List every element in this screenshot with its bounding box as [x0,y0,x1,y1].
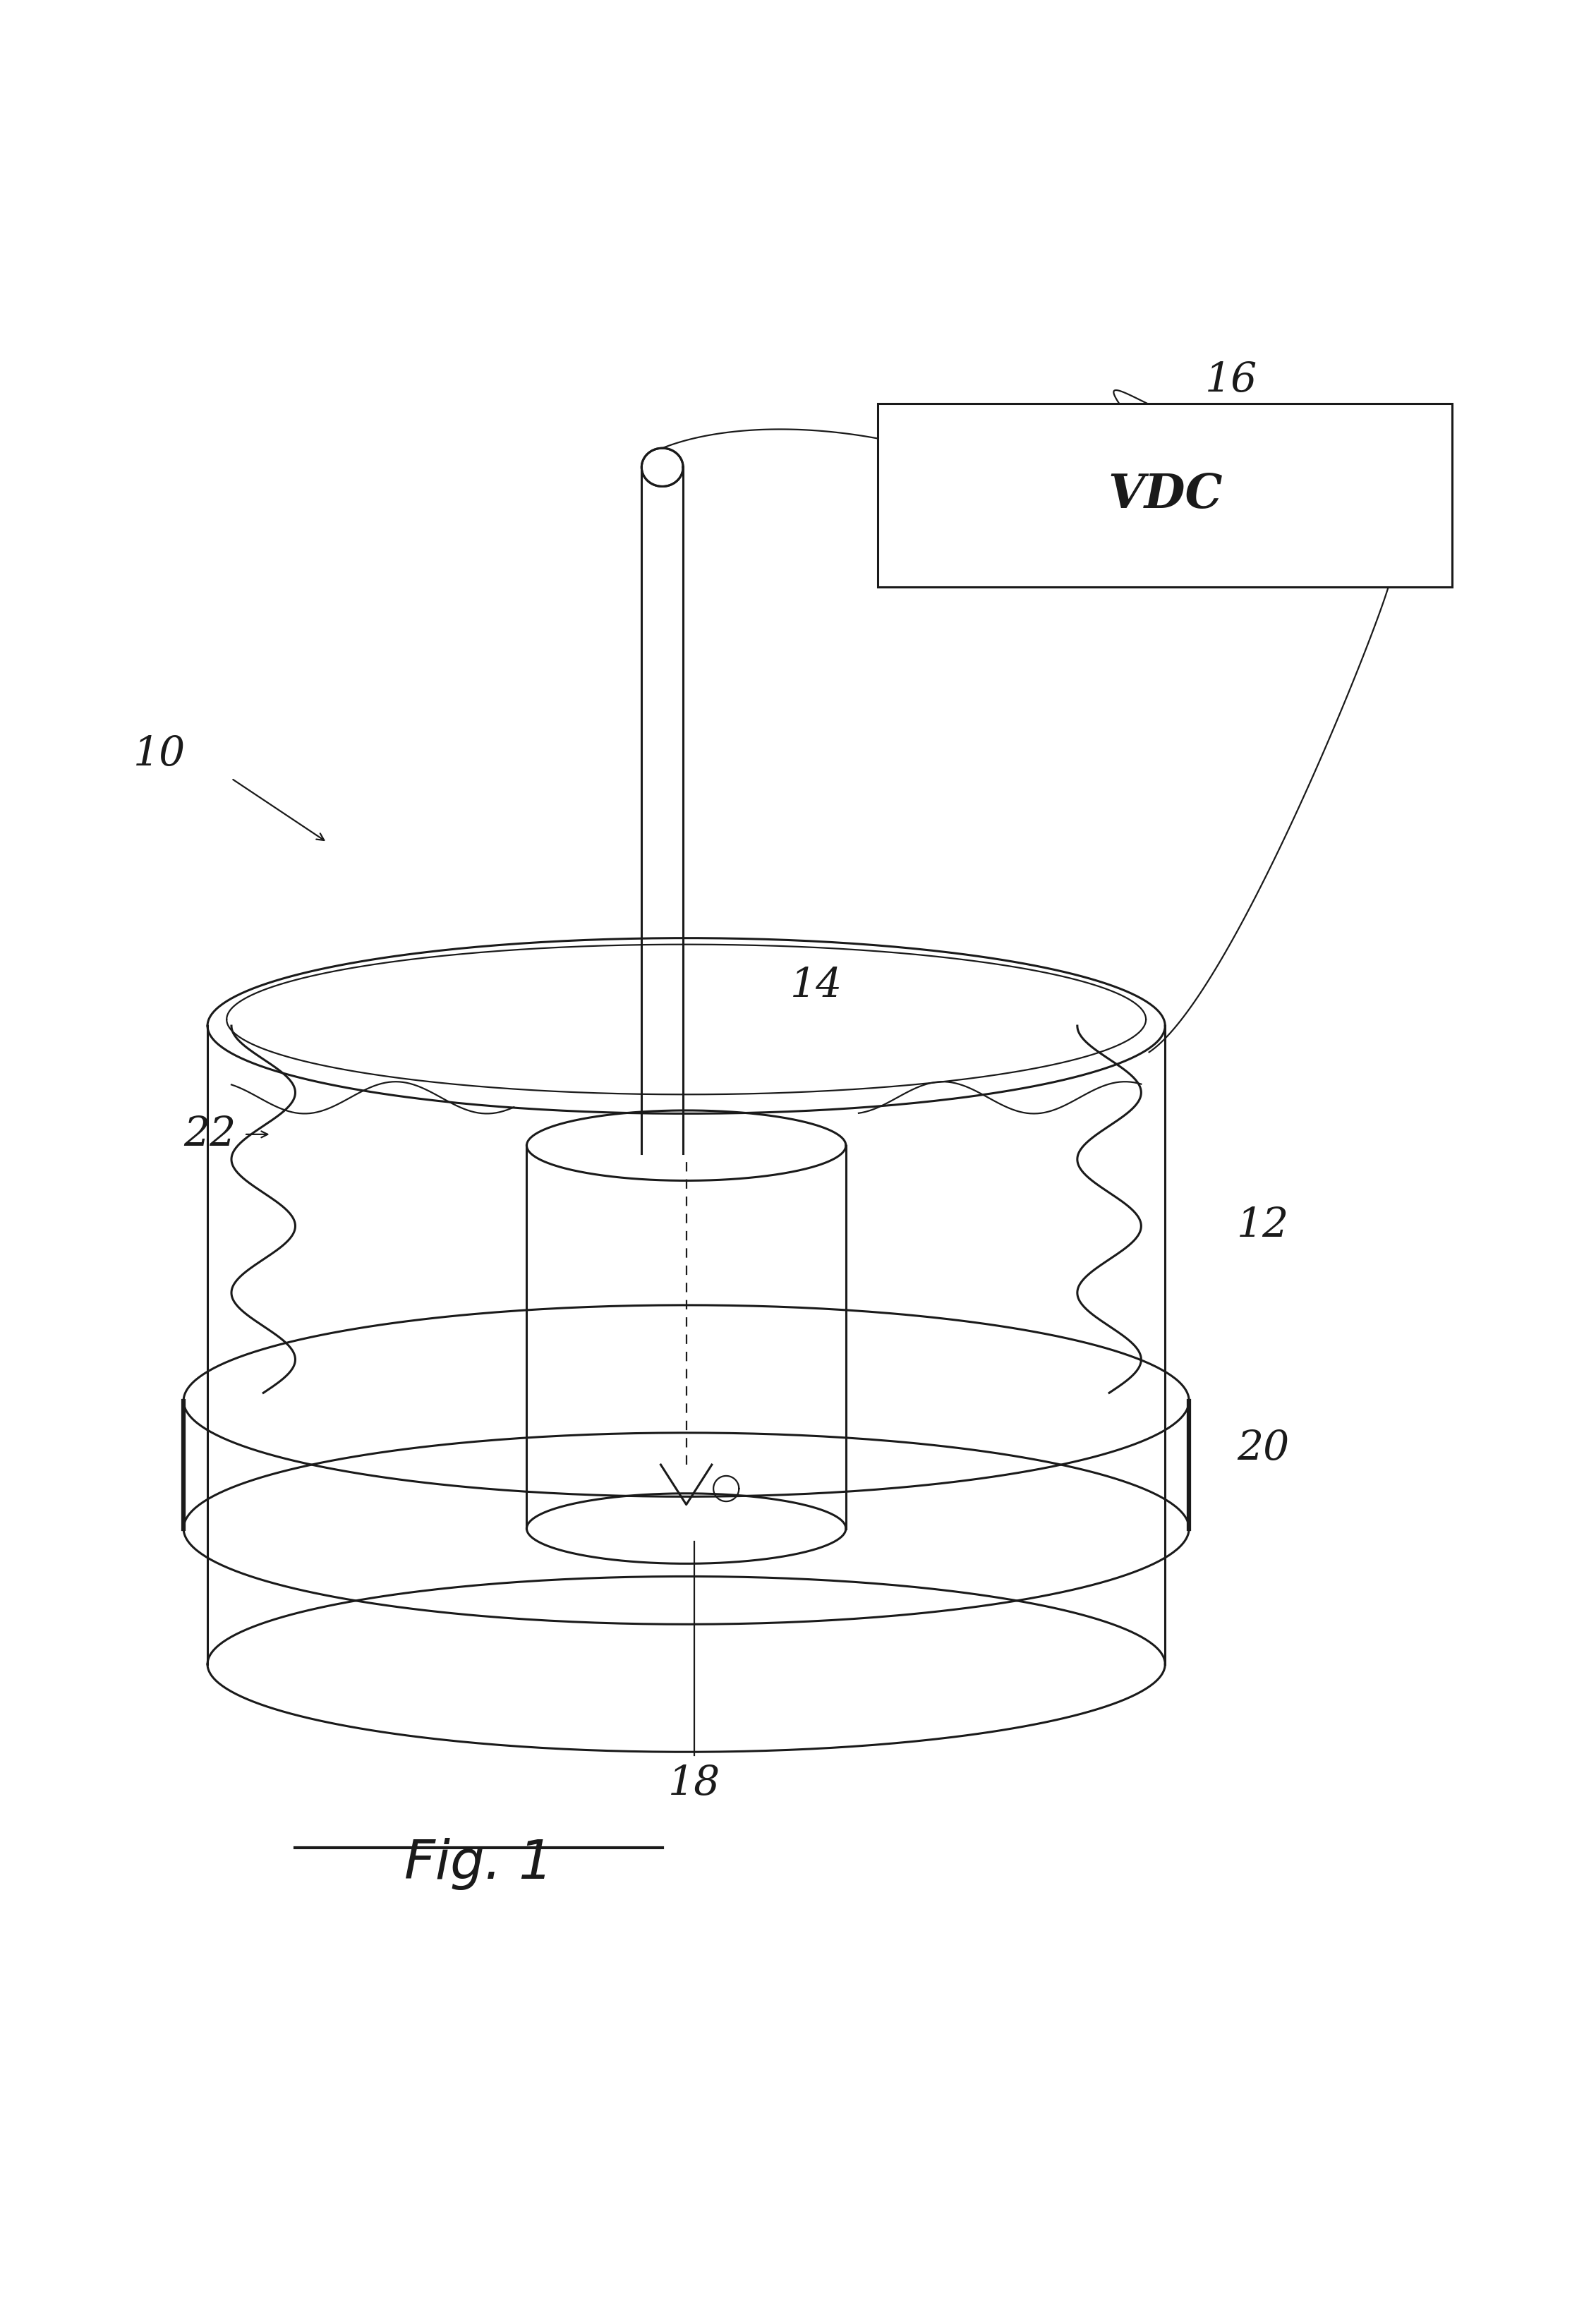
Text: 22: 22 [184,1114,236,1154]
Text: VDC: VDC [1108,473,1223,519]
Text: 18: 18 [669,1765,720,1804]
Text: Fig. 1: Fig. 1 [404,1839,554,1889]
Text: 14: 14 [790,967,843,1006]
Bar [878,404,1452,586]
Text: 16: 16 [1205,360,1258,399]
Polygon shape [642,448,683,487]
Text: 10: 10 [134,734,185,775]
Text: 12: 12 [1237,1204,1290,1246]
Text: 20: 20 [1237,1428,1290,1470]
